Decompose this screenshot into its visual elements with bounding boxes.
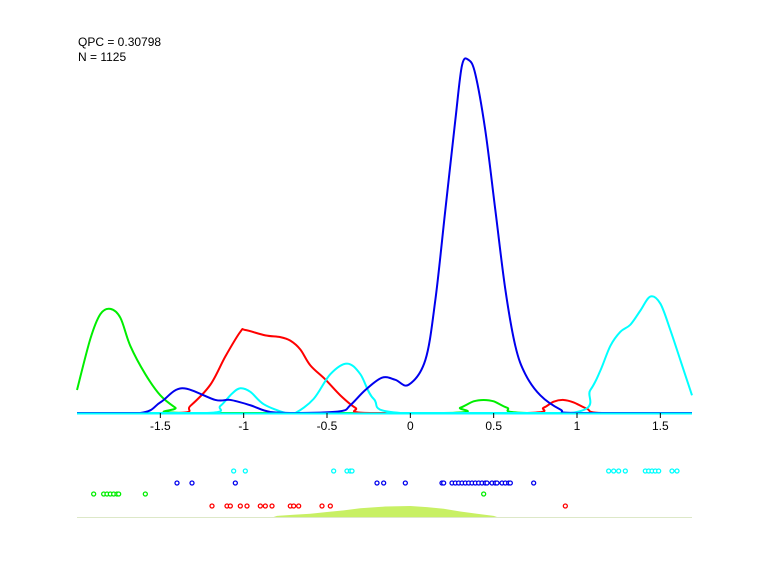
x-tick-label: -1 [238,419,249,433]
data-point [531,480,537,486]
data-point [349,468,355,474]
data-point [257,503,263,509]
x-tick-label: 1.5 [652,419,669,433]
data-point [232,480,238,486]
x-tick-label: 1 [574,419,581,433]
qpc-annotation: QPC = 0.30798 [78,35,162,49]
data-point [209,503,215,509]
data-point [622,468,628,474]
data-point [656,468,662,474]
data-point [174,480,180,486]
data-point [374,480,380,486]
data-point [562,503,568,509]
data-point [116,491,122,497]
data-point [91,491,97,497]
data-point [269,503,275,509]
data-point [507,480,513,486]
data-point [481,491,487,497]
data-point [231,468,237,474]
data-point [327,503,333,509]
data-point [291,503,297,509]
data-point [669,468,675,474]
data-point [484,480,490,486]
data-point [611,468,617,474]
data-point [606,468,612,474]
data-point [402,480,408,486]
data-point [296,503,302,509]
data-point [237,503,243,509]
data-point [331,468,337,474]
data-point [441,480,447,486]
density-curves [76,57,693,415]
n-annotation: N = 1125 [78,50,127,64]
data-point [381,480,387,486]
data-point [319,503,325,509]
data-point [674,468,680,474]
x-tick-label: 0 [407,419,414,433]
data-point [494,480,500,486]
x-tick-label: 0.5 [485,419,502,433]
x-tick-label: -0.5 [317,419,338,433]
density-curve-0 [76,307,692,415]
x-tick-label: -1.5 [150,419,171,433]
summary-area [77,506,692,518]
density-curve-3 [76,57,692,415]
density-curve-1 [76,328,692,415]
data-point [616,468,622,474]
point-rows [91,468,680,509]
summary-area-fill [273,506,497,517]
data-point [242,468,248,474]
data-point [189,480,195,486]
data-point [227,503,233,509]
x-axis: -1.5 -1 -0.5 0 0.5 1 1.5 [77,412,692,433]
data-point [244,503,250,509]
data-point [262,503,268,509]
density-curve-2 [76,295,693,415]
data-point [142,491,148,497]
